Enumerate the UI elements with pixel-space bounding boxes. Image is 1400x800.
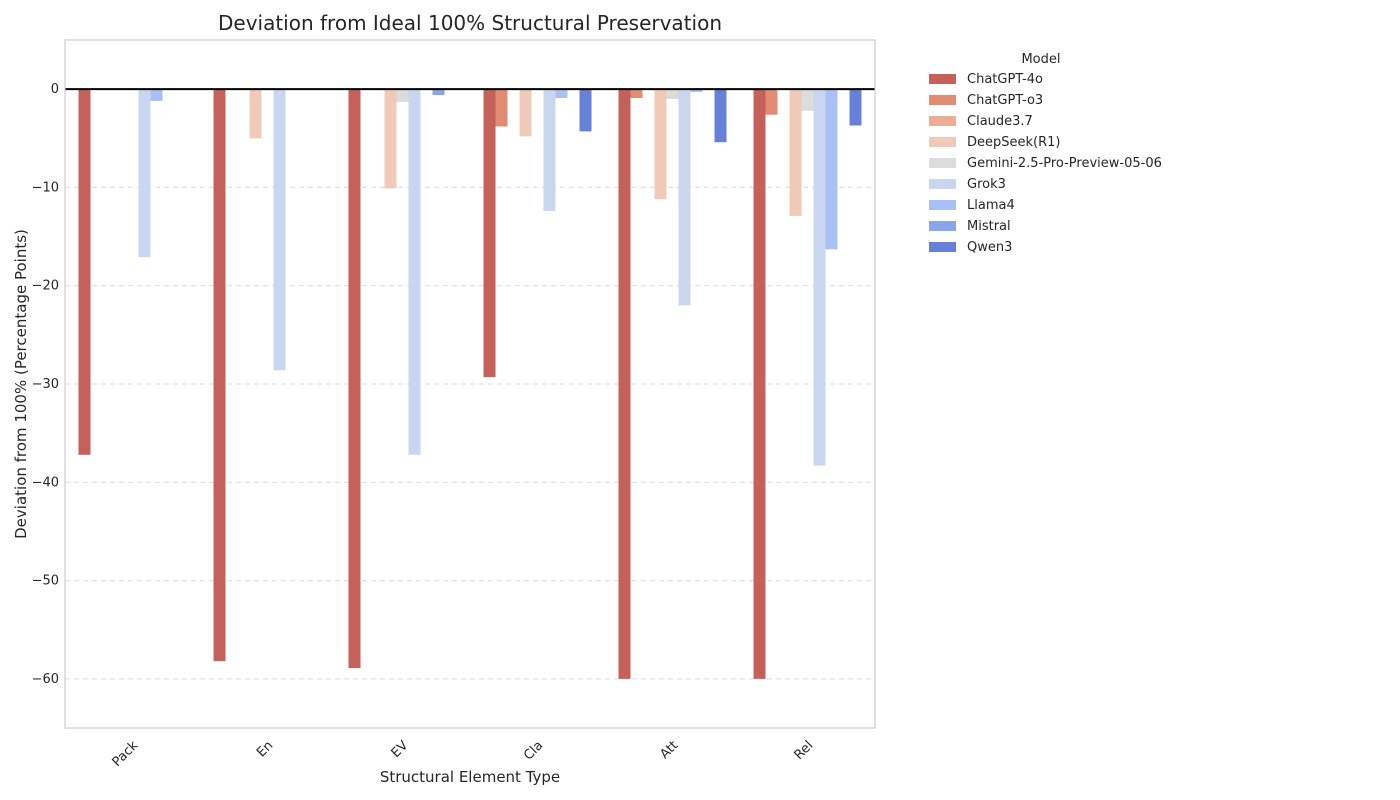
bar xyxy=(138,89,151,258)
legend-swatch xyxy=(929,221,956,231)
legend-swatch xyxy=(929,179,956,189)
x-axis-title: Structural Element Type xyxy=(380,768,560,786)
y-tick-label: 0 xyxy=(51,82,59,97)
plot-area-frame xyxy=(64,39,876,729)
bar xyxy=(543,89,556,212)
legend-items: ChatGPT-4o ChatGPT-o3 Claude3.7 DeepSeek(R1… xyxy=(929,72,1162,255)
bar xyxy=(495,89,508,127)
bar xyxy=(483,89,496,378)
legend-label: Gemini-2.5-Pro-Preview-05-06 xyxy=(967,156,1162,171)
legend-label: Qwen3 xyxy=(967,240,1012,255)
legend-swatch xyxy=(929,242,956,252)
y-tick-label: −60 xyxy=(32,672,59,687)
bar xyxy=(849,89,862,126)
legend-swatch xyxy=(929,158,956,168)
bar xyxy=(801,89,814,111)
legend-label: ChatGPT-o3 xyxy=(967,93,1043,108)
y-tick-label: −10 xyxy=(32,180,59,195)
y-axis-ticks: 0 −10 −20 −30 −40 −50 −60 xyxy=(32,82,59,687)
bar xyxy=(519,89,532,137)
bar xyxy=(396,89,409,102)
x-axis-ticks: Pack En EV Cla Att Rel xyxy=(110,738,817,770)
legend-swatch xyxy=(929,95,956,105)
x-tick-label: Rel xyxy=(792,738,817,763)
legend-title: Model xyxy=(1021,52,1060,67)
bar xyxy=(825,89,838,250)
bar xyxy=(408,89,421,455)
chart-title: Deviation from Ideal 100% Structural Pre… xyxy=(218,11,722,35)
bars xyxy=(78,89,862,679)
bar xyxy=(150,89,163,101)
bar xyxy=(789,89,802,216)
legend-label: DeepSeek(R1) xyxy=(967,135,1060,150)
legend-label: Grok3 xyxy=(967,177,1006,192)
bar xyxy=(348,89,361,669)
bar xyxy=(78,89,91,455)
bar xyxy=(273,89,286,371)
bar xyxy=(690,89,703,93)
bar xyxy=(714,89,727,143)
y-tick-label: −40 xyxy=(32,475,59,490)
bar xyxy=(579,89,592,132)
legend-label: Llama4 xyxy=(967,198,1015,213)
bar xyxy=(432,89,445,96)
x-tick-label: Pack xyxy=(110,738,142,770)
bar xyxy=(630,89,643,98)
legend-swatch xyxy=(929,137,956,147)
bar xyxy=(753,89,766,679)
bar xyxy=(384,89,397,189)
x-tick-label: EV xyxy=(389,738,412,761)
legend-label: Claude3.7 xyxy=(967,114,1033,129)
bar xyxy=(666,89,679,99)
grid-lines xyxy=(65,186,875,680)
y-tick-label: −20 xyxy=(32,279,59,294)
legend-swatch xyxy=(929,74,956,84)
bar xyxy=(678,89,691,306)
bar xyxy=(813,89,826,466)
y-tick-label: −30 xyxy=(32,377,59,392)
bar xyxy=(555,89,568,98)
y-axis-title: Deviation from 100% (Percentage Points) xyxy=(12,229,30,539)
legend: Model ChatGPT-4o ChatGPT-o3 Claude3.7 DeepS… xyxy=(929,52,1162,255)
bar xyxy=(618,89,631,679)
x-tick-label: En xyxy=(254,738,276,760)
legend-label: Mistral xyxy=(967,219,1011,234)
legend-swatch xyxy=(929,200,956,210)
legend-swatch xyxy=(929,116,956,126)
y-tick-label: −50 xyxy=(32,574,59,589)
bar xyxy=(249,89,262,139)
x-tick-label: Cla xyxy=(521,738,546,763)
legend-label: ChatGPT-4o xyxy=(967,72,1043,87)
bar xyxy=(213,89,226,662)
x-tick-label: Att xyxy=(657,738,681,762)
bar xyxy=(654,89,667,200)
bar xyxy=(765,89,778,115)
